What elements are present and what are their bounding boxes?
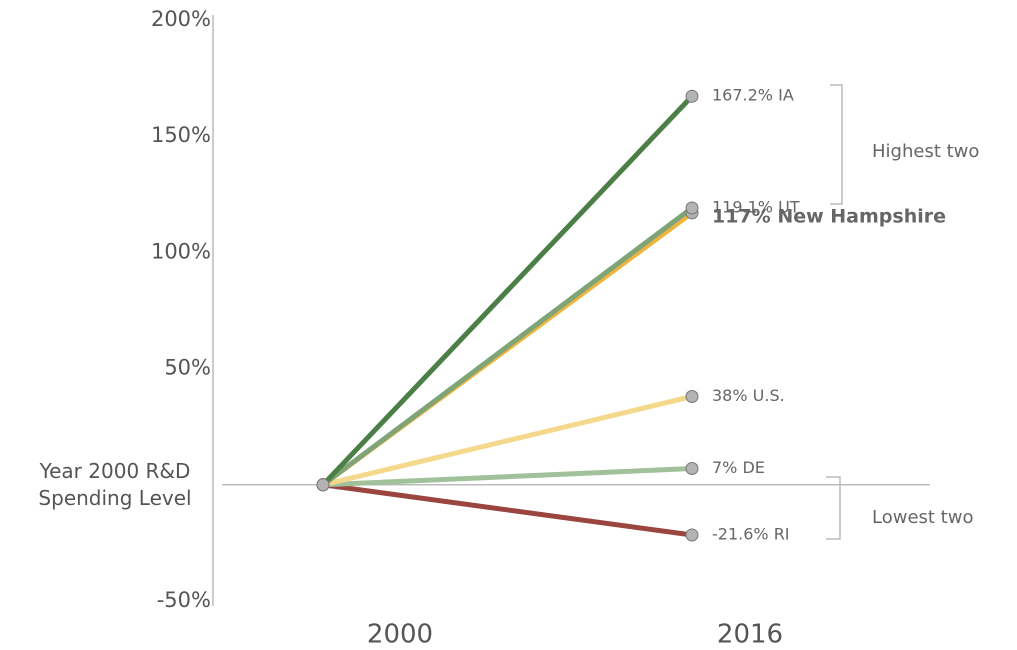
data-point — [316, 478, 330, 492]
x-tick-label: 2000 — [367, 620, 433, 650]
series-line — [320, 482, 695, 538]
y-tick-label: 100% — [151, 239, 211, 263]
series-line — [320, 93, 695, 488]
series-line — [320, 393, 695, 488]
data-point — [685, 201, 699, 215]
y-tick-label: -50% — [157, 588, 211, 612]
bracket — [826, 476, 841, 540]
value-label: 119.1% UT — [712, 198, 800, 217]
data-point — [685, 89, 699, 103]
series-line — [320, 205, 695, 488]
data-point — [685, 389, 699, 403]
data-point — [685, 528, 699, 542]
y-tick-label: Year 2000 R&D Spending Level — [38, 459, 192, 510]
y-tick-label: 200% — [151, 7, 211, 31]
series-line — [320, 466, 695, 488]
x-tick-label: 2016 — [717, 620, 783, 650]
value-label: -21.6% RI — [712, 524, 790, 543]
value-label: 7% DE — [712, 458, 765, 477]
y-tick-label: 150% — [151, 123, 211, 147]
value-label: 167.2% IA — [712, 86, 794, 105]
annotation: Lowest two — [872, 507, 973, 528]
y-tick-label: 50% — [164, 356, 211, 380]
bracket — [830, 84, 843, 205]
value-label: 117% New Hampshire — [712, 205, 946, 227]
annotation: Highest two — [872, 141, 979, 162]
value-label: 38% U.S. — [712, 386, 785, 405]
data-point — [685, 462, 699, 476]
